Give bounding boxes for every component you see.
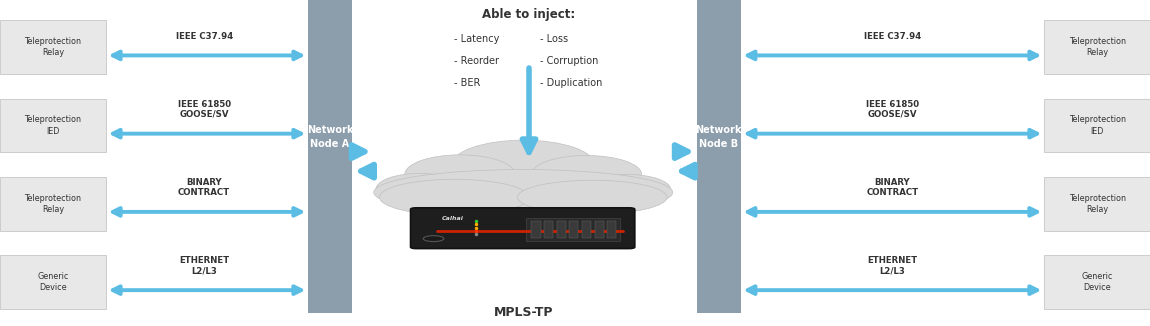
- FancyBboxPatch shape: [1044, 177, 1150, 231]
- FancyBboxPatch shape: [0, 20, 106, 74]
- Text: IEEE 61850
GOOSE/SV: IEEE 61850 GOOSE/SV: [866, 99, 919, 119]
- Ellipse shape: [380, 179, 529, 215]
- Text: Generic
Device: Generic Device: [37, 272, 69, 292]
- Text: Able to inject:: Able to inject:: [482, 8, 576, 21]
- Text: Teleprotection
Relay: Teleprotection Relay: [1068, 37, 1126, 57]
- Text: BINARY
CONTRACT: BINARY CONTRACT: [178, 178, 230, 197]
- FancyBboxPatch shape: [0, 177, 106, 231]
- Text: IEEE C37.94: IEEE C37.94: [176, 32, 232, 41]
- Ellipse shape: [376, 173, 463, 205]
- Text: Teleprotection
Relay: Teleprotection Relay: [24, 37, 82, 57]
- Text: Teleprotection
IED: Teleprotection IED: [24, 115, 82, 136]
- Ellipse shape: [374, 170, 673, 215]
- Text: Network
Node B: Network Node B: [696, 125, 742, 149]
- Ellipse shape: [405, 155, 515, 194]
- Text: Calhai: Calhai: [442, 216, 463, 221]
- FancyBboxPatch shape: [0, 255, 106, 309]
- FancyBboxPatch shape: [569, 221, 578, 238]
- Ellipse shape: [518, 180, 667, 214]
- Ellipse shape: [531, 156, 642, 193]
- FancyBboxPatch shape: [0, 98, 106, 153]
- Circle shape: [423, 236, 444, 242]
- FancyBboxPatch shape: [526, 218, 620, 241]
- FancyBboxPatch shape: [531, 221, 540, 238]
- Text: Teleprotection
IED: Teleprotection IED: [1068, 115, 1126, 136]
- Text: Teleprotection
Relay: Teleprotection Relay: [1068, 194, 1126, 214]
- Text: IEEE 61850
GOOSE/SV: IEEE 61850 GOOSE/SV: [177, 99, 231, 119]
- FancyBboxPatch shape: [582, 221, 591, 238]
- FancyBboxPatch shape: [697, 0, 741, 313]
- Text: ETHERNET
L2/L3: ETHERNET L2/L3: [867, 256, 918, 275]
- FancyBboxPatch shape: [1044, 255, 1150, 309]
- Text: - Duplication: - Duplication: [540, 79, 603, 88]
- FancyBboxPatch shape: [308, 0, 352, 313]
- FancyBboxPatch shape: [607, 221, 616, 238]
- Text: ETHERNET
L2/L3: ETHERNET L2/L3: [179, 256, 229, 275]
- Ellipse shape: [452, 140, 595, 189]
- Text: Generic
Device: Generic Device: [1081, 272, 1113, 292]
- Text: BINARY
CONTRACT: BINARY CONTRACT: [866, 178, 919, 197]
- Text: - Latency: - Latency: [454, 34, 499, 44]
- FancyBboxPatch shape: [595, 221, 604, 238]
- Text: - Loss: - Loss: [540, 34, 568, 44]
- Text: Network
Node A: Network Node A: [307, 125, 353, 149]
- Text: - BER: - BER: [454, 79, 481, 88]
- FancyBboxPatch shape: [1044, 20, 1150, 74]
- Text: MPLS-TP: MPLS-TP: [493, 306, 553, 319]
- FancyBboxPatch shape: [411, 208, 635, 248]
- FancyBboxPatch shape: [544, 221, 553, 238]
- Ellipse shape: [583, 174, 670, 204]
- Text: IEEE C37.94: IEEE C37.94: [864, 32, 921, 41]
- FancyBboxPatch shape: [1044, 98, 1150, 153]
- Text: - Corruption: - Corruption: [540, 56, 599, 66]
- Text: Teleprotection
Relay: Teleprotection Relay: [24, 194, 82, 214]
- Text: - Reorder: - Reorder: [454, 56, 499, 66]
- FancyBboxPatch shape: [557, 221, 566, 238]
